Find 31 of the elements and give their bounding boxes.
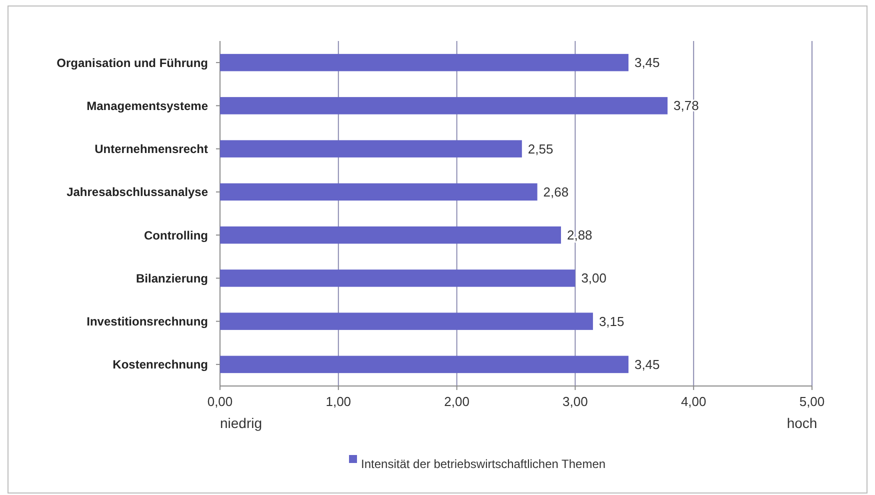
- y-tick-label: Organisation und Führung: [56, 56, 208, 70]
- text: hoch: [786, 415, 818, 431]
- y-tick-label: Investitionsrechnung: [86, 314, 208, 329]
- bar: [220, 54, 628, 72]
- x-tick-label: 0,00: [207, 394, 233, 409]
- data-label: 3,00: [581, 270, 607, 286]
- data-label: 2,68: [543, 184, 569, 200]
- bar: [220, 270, 576, 287]
- y-tick-label: Managementsysteme: [86, 98, 208, 113]
- bar: [220, 226, 561, 244]
- text: niedrig: [220, 415, 262, 431]
- y-tick-label: Bilanzierung: [136, 271, 208, 286]
- x-tick-label: 2,00: [444, 394, 470, 409]
- bar: [220, 183, 538, 201]
- x-tick-label: 3,00: [562, 394, 588, 409]
- data-label: 3,45: [634, 356, 660, 372]
- bar: [220, 312, 593, 330]
- y-tick-label: Controlling: [144, 228, 208, 242]
- data-label: 3,45: [634, 55, 660, 70]
- y-tick-label: Jahresabschlussanalyse: [66, 185, 208, 200]
- x-tick-label: 1,00: [326, 394, 352, 409]
- data-label: 2,55: [528, 141, 554, 156]
- data-label: 3,15: [598, 314, 624, 329]
- x-tick-label: 4,00: [680, 394, 706, 409]
- legend-label: Intensität der betriebswirtschaftlichen Themen: [361, 457, 606, 472]
- bar: [220, 356, 628, 374]
- y-tick-label: Unternehmensrecht: [94, 142, 208, 156]
- bar: [220, 140, 522, 158]
- x-tick-label: 5,00: [799, 394, 825, 409]
- bar: [220, 97, 668, 114]
- y-tick-label: Kostenrechnung: [112, 358, 208, 372]
